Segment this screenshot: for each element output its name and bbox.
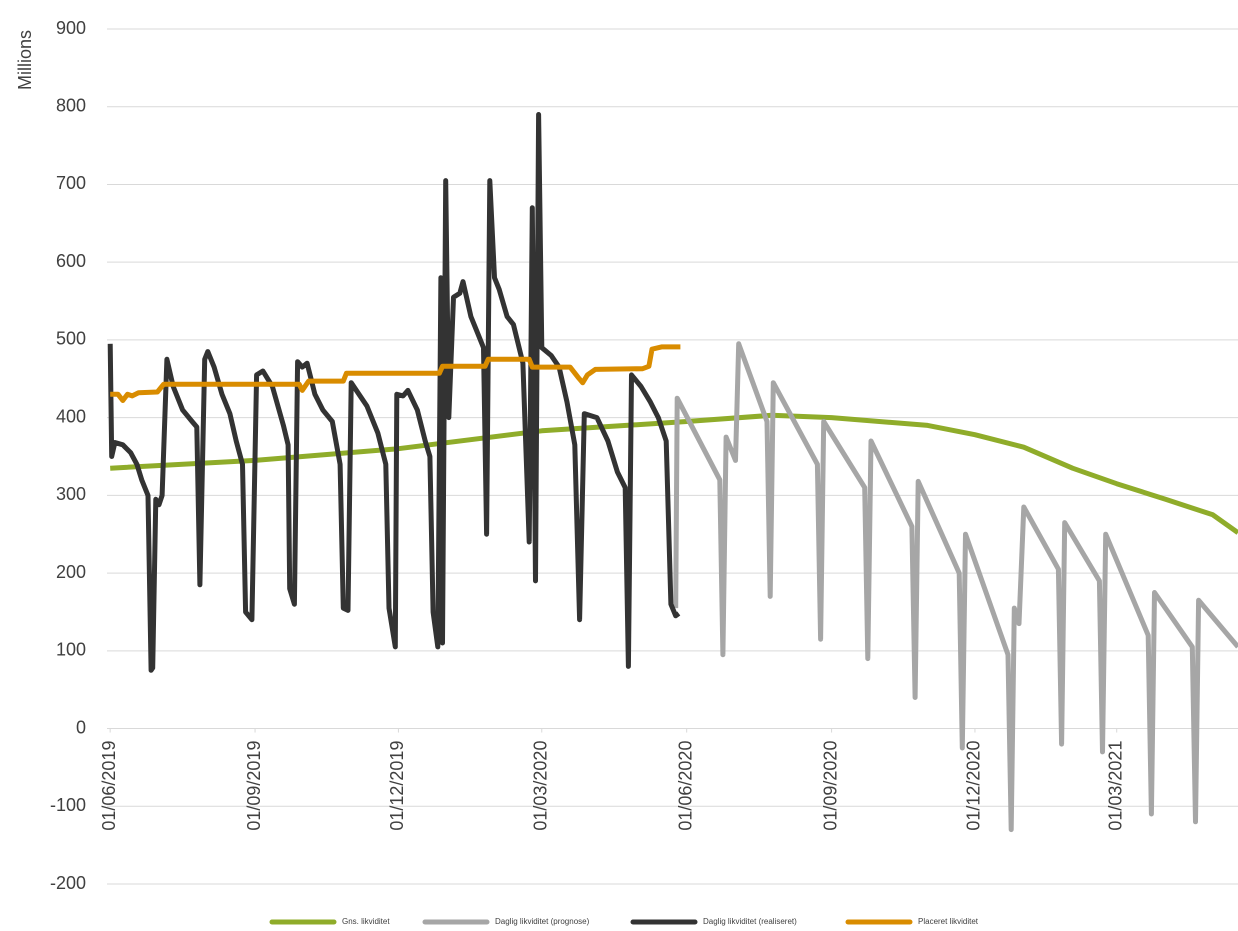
y-tick-label: 0 (76, 717, 86, 737)
y-tick-label: 400 (56, 406, 86, 426)
x-tick-label: 01/03/2020 (531, 741, 551, 831)
y-tick-label: 100 (56, 640, 86, 660)
y-axis-label: Millions (15, 30, 35, 90)
legend-item: Daglig likviditet (realiseret) (630, 917, 797, 926)
legend-label: Daglig likviditet (prognose) (495, 917, 590, 926)
y-tick-label: -100 (50, 795, 86, 815)
y-tick-label: 300 (56, 484, 86, 504)
x-tick-label: 01/12/2020 (964, 741, 984, 831)
y-tick-label: -200 (50, 873, 86, 893)
legend-item: Gns. likviditet (269, 917, 390, 926)
x-tick-label: 01/09/2020 (820, 741, 840, 831)
legend-label: Gns. likviditet (342, 917, 390, 926)
x-tick-label: 01/09/2019 (244, 741, 264, 831)
x-tick-label: 01/06/2020 (675, 741, 695, 831)
y-tick-label: 500 (56, 329, 86, 349)
y-tick-label: 600 (56, 251, 86, 271)
series-line (673, 341, 1238, 833)
x-tick-label: 01/03/2021 (1105, 741, 1125, 831)
series-line (110, 344, 681, 403)
x-tick-label: 01/06/2019 (99, 741, 119, 831)
legend-item: Placeret likviditet (845, 917, 979, 926)
y-tick-label: 700 (56, 173, 86, 193)
y-tick-label: 900 (56, 18, 86, 38)
series-line (107, 112, 681, 673)
y-tick-label: 200 (56, 562, 86, 582)
legend-label: Placeret likviditet (918, 917, 979, 926)
legend-item: Daglig likviditet (prognose) (422, 917, 590, 926)
y-tick-label: 800 (56, 95, 86, 115)
legend-label: Daglig likviditet (realiseret) (703, 917, 797, 926)
x-tick-label: 01/12/2019 (387, 741, 407, 831)
